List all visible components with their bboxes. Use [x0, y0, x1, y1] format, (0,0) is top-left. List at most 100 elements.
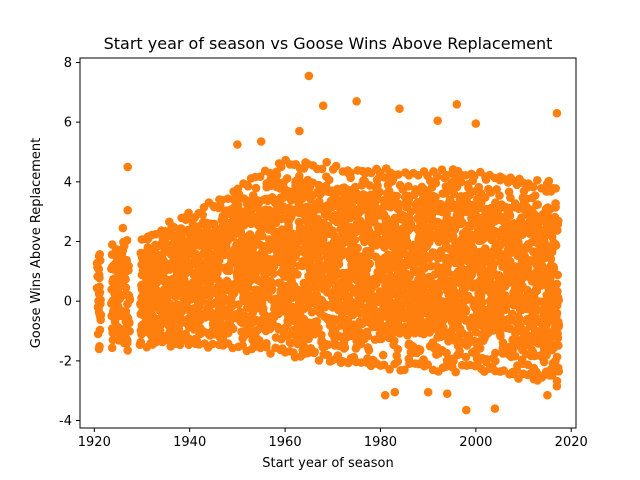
- data-point: [303, 348, 313, 358]
- data-point: [264, 205, 274, 215]
- data-point: [514, 319, 523, 329]
- data-point: [527, 275, 536, 285]
- data-point: [504, 324, 514, 333]
- data-point: [552, 352, 562, 362]
- data-point: [122, 236, 132, 245]
- data-point: [279, 307, 288, 316]
- data-point: [212, 289, 222, 299]
- data-point: [529, 182, 538, 192]
- data-point: [428, 248, 438, 257]
- data-point: [242, 180, 252, 190]
- data-point: [298, 261, 307, 271]
- data-point: [124, 291, 134, 300]
- data-point: [169, 331, 178, 341]
- data-point: [121, 274, 130, 284]
- data-point: [393, 170, 403, 179]
- data-point: [317, 164, 327, 174]
- data-point: [174, 300, 183, 310]
- data-point: [489, 353, 498, 363]
- data-point: [169, 223, 179, 232]
- y-axis: -4 -2 0 2 4 6 8: [59, 56, 80, 429]
- data-point: [260, 270, 269, 280]
- data-point: [402, 237, 412, 246]
- data-point: [123, 299, 132, 309]
- data-point: [478, 297, 487, 307]
- data-point: [208, 328, 218, 338]
- data-point: [123, 336, 132, 345]
- data-point: [217, 304, 226, 313]
- data-point: [92, 259, 102, 268]
- data-point: [298, 304, 308, 314]
- data-point: [359, 332, 369, 342]
- data-point: [307, 307, 317, 317]
- data-point: [523, 223, 532, 233]
- data-point: [228, 324, 238, 334]
- data-point: [121, 283, 131, 293]
- data-point: [233, 184, 243, 194]
- data-point: [390, 336, 399, 346]
- data-point: [365, 181, 375, 190]
- data-point: [94, 289, 104, 299]
- data-point: [123, 346, 132, 355]
- data-point: [464, 331, 474, 340]
- data-point: [334, 259, 344, 269]
- data-point: [174, 231, 183, 241]
- data-point: [461, 305, 471, 315]
- data-point: [528, 311, 538, 321]
- data-point: [546, 254, 556, 264]
- data-point: [433, 116, 443, 125]
- data-point: [543, 390, 552, 400]
- y-tick-label: 8: [64, 56, 72, 71]
- data-point: [455, 212, 465, 221]
- y-tick-label: -2: [59, 354, 72, 369]
- data-point: [352, 188, 361, 198]
- data-point: [551, 199, 560, 208]
- data-point: [399, 248, 409, 258]
- data-point: [313, 255, 322, 264]
- data-point: [550, 302, 560, 312]
- data-point: [267, 278, 277, 288]
- data-point: [488, 259, 498, 269]
- data-point: [531, 237, 541, 247]
- data-point: [551, 365, 560, 375]
- data-point: [255, 304, 265, 313]
- data-point: [464, 272, 474, 282]
- data-point: [412, 309, 422, 318]
- data-point: [188, 242, 198, 251]
- data-point: [123, 205, 132, 215]
- data-point: [154, 293, 164, 303]
- data-point: [184, 340, 194, 350]
- data-point: [356, 216, 365, 226]
- data-point: [519, 325, 528, 335]
- data-point: [410, 263, 419, 273]
- data-point: [256, 137, 266, 146]
- data-point: [345, 205, 355, 214]
- data-point: [395, 104, 404, 113]
- data-point: [293, 285, 302, 295]
- data-point: [293, 309, 302, 319]
- data-point: [346, 168, 355, 178]
- data-point: [340, 343, 350, 352]
- data-point: [532, 200, 541, 210]
- data-point: [450, 297, 460, 307]
- data-point: [542, 351, 551, 360]
- x-tick-label: 2000: [459, 435, 492, 450]
- data-point: [374, 222, 383, 231]
- data-point: [452, 100, 462, 109]
- data-point: [208, 339, 217, 349]
- data-point: [336, 358, 346, 368]
- data-point: [107, 343, 117, 353]
- data-point: [285, 338, 295, 347]
- x-tick-label: 1980: [364, 435, 397, 450]
- data-point: [318, 101, 328, 110]
- data-point: [474, 182, 484, 192]
- data-point: [494, 248, 504, 257]
- data-point: [223, 308, 233, 318]
- data-point: [125, 326, 134, 336]
- data-point: [122, 259, 131, 269]
- data-point: [118, 246, 128, 255]
- data-point: [482, 355, 492, 364]
- data-point: [136, 337, 146, 347]
- data-point: [331, 161, 341, 171]
- data-point: [514, 237, 523, 247]
